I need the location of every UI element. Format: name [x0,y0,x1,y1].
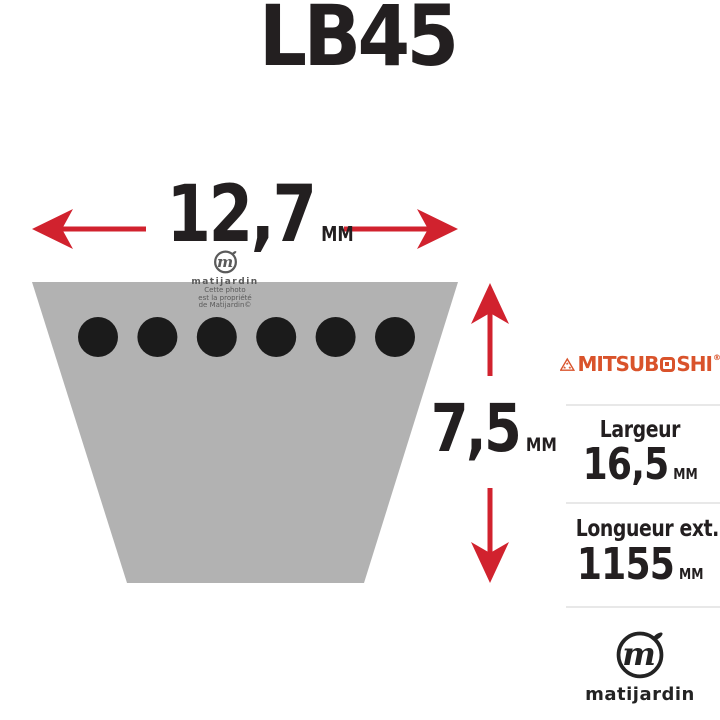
width-dimension: 12,7 mm [146,176,354,254]
belt-dot [78,317,118,357]
largeur-value-number: 16,5 [582,439,669,490]
height-arrow-line-top [487,308,493,376]
belt-dot [196,317,237,357]
largeur-label-text: Largeur [599,417,681,443]
matijardin-logo: m matijardin [560,626,720,705]
largeur-value: 16,5 mm [560,443,720,487]
mitsuboshi-wordmark: MITSUB SHI ® [577,352,720,376]
width-arrowhead-left-icon [32,209,73,249]
belt-cross-section [32,282,458,583]
width-dimension-arrow [32,209,458,249]
watermark-logo-icon: m [213,250,237,274]
height-unit: mm [526,434,558,456]
divider [566,502,720,504]
height-arrowhead-up-icon [471,283,509,324]
svg-text:★: ★ [565,360,569,365]
width-value: 12,7 [166,170,317,260]
longueur-label: Longueur ext. [560,516,720,542]
mitsuboshi-triangle-icon: ★ ★ ★ [560,357,575,371]
watermark-brand: matijardin [191,277,259,287]
longueur-label-text: Longueur ext. [575,516,720,542]
width-arrow-line-right [344,226,432,232]
belt-dot [256,317,297,357]
spec-panel: ★ ★ ★ MITSUB SHI ® Largeur 16,5 mm Longueur… [560,0,720,720]
mitsuboshi-logo: ★ ★ ★ MITSUB SHI ® [560,354,720,374]
height-arrow-line-bottom [487,488,493,555]
divider [566,404,720,406]
largeur-label: Largeur [560,417,720,443]
watermark: m matijardin Cette photo est la propriét… [161,248,289,310]
matijardin-monogram: m [622,636,656,673]
longueur-value-unit: mm [678,565,704,583]
height-dimension: 7,5 mm [404,396,584,462]
width-arrow-line-left [58,226,146,232]
width-unit: mm [321,222,354,246]
registered-mark: ® [713,353,720,362]
belt-dots [78,317,415,357]
height-value: 7,5 [430,390,522,467]
width-arrowhead-right-icon [417,209,458,249]
mitsuboshi-o-glyph-icon [659,356,675,372]
longueur-value-number: 1155 [576,539,675,590]
matijardin-logo-icon: m [616,631,664,679]
belt-dot [137,317,178,357]
page-title: LB45 [0,0,714,78]
belt-dot [315,317,356,357]
page-title-text: LB45 [258,0,459,85]
watermark-line: de Matijardin© [198,301,252,310]
belt-dot [375,317,415,357]
svg-text:★: ★ [563,365,567,370]
watermark-monogram: m [216,253,232,271]
mitsuboshi-wordmark-part1: MITSUB [577,352,660,376]
mitsuboshi-wordmark-part2: SHI [676,352,713,376]
svg-text:★: ★ [568,365,572,370]
watermark-line: Cette photo [204,286,246,294]
height-dimension-arrow [471,283,509,583]
longueur-value: 1155 mm [560,543,720,587]
watermark-line: est la propriété [198,293,252,302]
height-arrowhead-down-icon [471,542,509,583]
matijardin-brand-text: matijardin [585,684,695,705]
divider [566,606,720,608]
largeur-value-unit: mm [673,465,698,483]
